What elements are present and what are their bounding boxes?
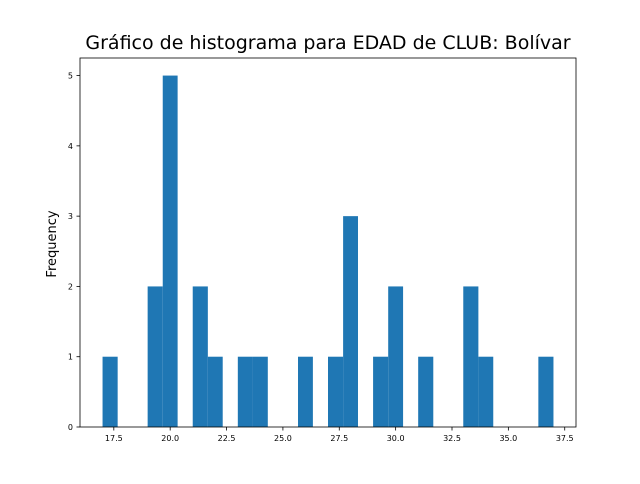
histogram-bar-2 (162, 75, 178, 427)
x-tick-label-4: 27.5 (330, 434, 348, 443)
histogram-bar-4 (207, 356, 223, 427)
x-tick-label-5: 30.0 (387, 434, 405, 443)
x-tick-label-2: 22.5 (218, 434, 236, 443)
y-tick-label-2: 2 (68, 282, 73, 291)
histogram-bar-6 (252, 356, 268, 427)
x-tick-label-6: 32.5 (443, 434, 461, 443)
x-tick-label-1: 20.0 (161, 434, 179, 443)
histogram-bar-14 (478, 356, 494, 427)
histogram-bar-11 (388, 286, 404, 427)
histogram-bar-9 (343, 216, 358, 427)
y-tick-label-4: 4 (68, 142, 73, 151)
x-tick-label-8: 37.5 (556, 434, 574, 443)
bars-layer (102, 75, 554, 427)
histogram-bar-12 (418, 356, 434, 427)
histogram-bar-7 (298, 356, 313, 427)
chart-title: Gráfico de histograma para EDAD de CLUB:… (85, 32, 570, 54)
histogram-bar-15 (538, 356, 554, 427)
y-ticks: 0 1 2 3 4 5 (68, 72, 80, 432)
histogram-bar-0 (102, 356, 118, 427)
histogram-bar-5 (237, 356, 253, 427)
histogram-bar-3 (192, 286, 208, 427)
y-tick-label-5: 5 (68, 72, 73, 81)
y-axis-label: Frequency (45, 210, 60, 277)
x-tick-label-0: 17.5 (105, 434, 123, 443)
x-tick-label-3: 25.0 (274, 434, 292, 443)
y-tick-label-1: 1 (68, 353, 73, 362)
x-tick-label-7: 35.0 (499, 434, 517, 443)
histogram-bar-1 (147, 286, 163, 427)
axes-layer (79, 57, 577, 428)
histogram-bar-8 (328, 356, 344, 427)
x-ticks: 17.5 20.0 22.5 25.0 27.5 30.0 32.5 35.0 37.5 (105, 427, 574, 443)
histogram-bar-13 (463, 286, 479, 427)
y-tick-label-0: 0 (68, 423, 73, 432)
histogram-bar-10 (373, 356, 389, 427)
plot-frame (79, 57, 577, 428)
y-tick-label-3: 3 (68, 212, 73, 221)
